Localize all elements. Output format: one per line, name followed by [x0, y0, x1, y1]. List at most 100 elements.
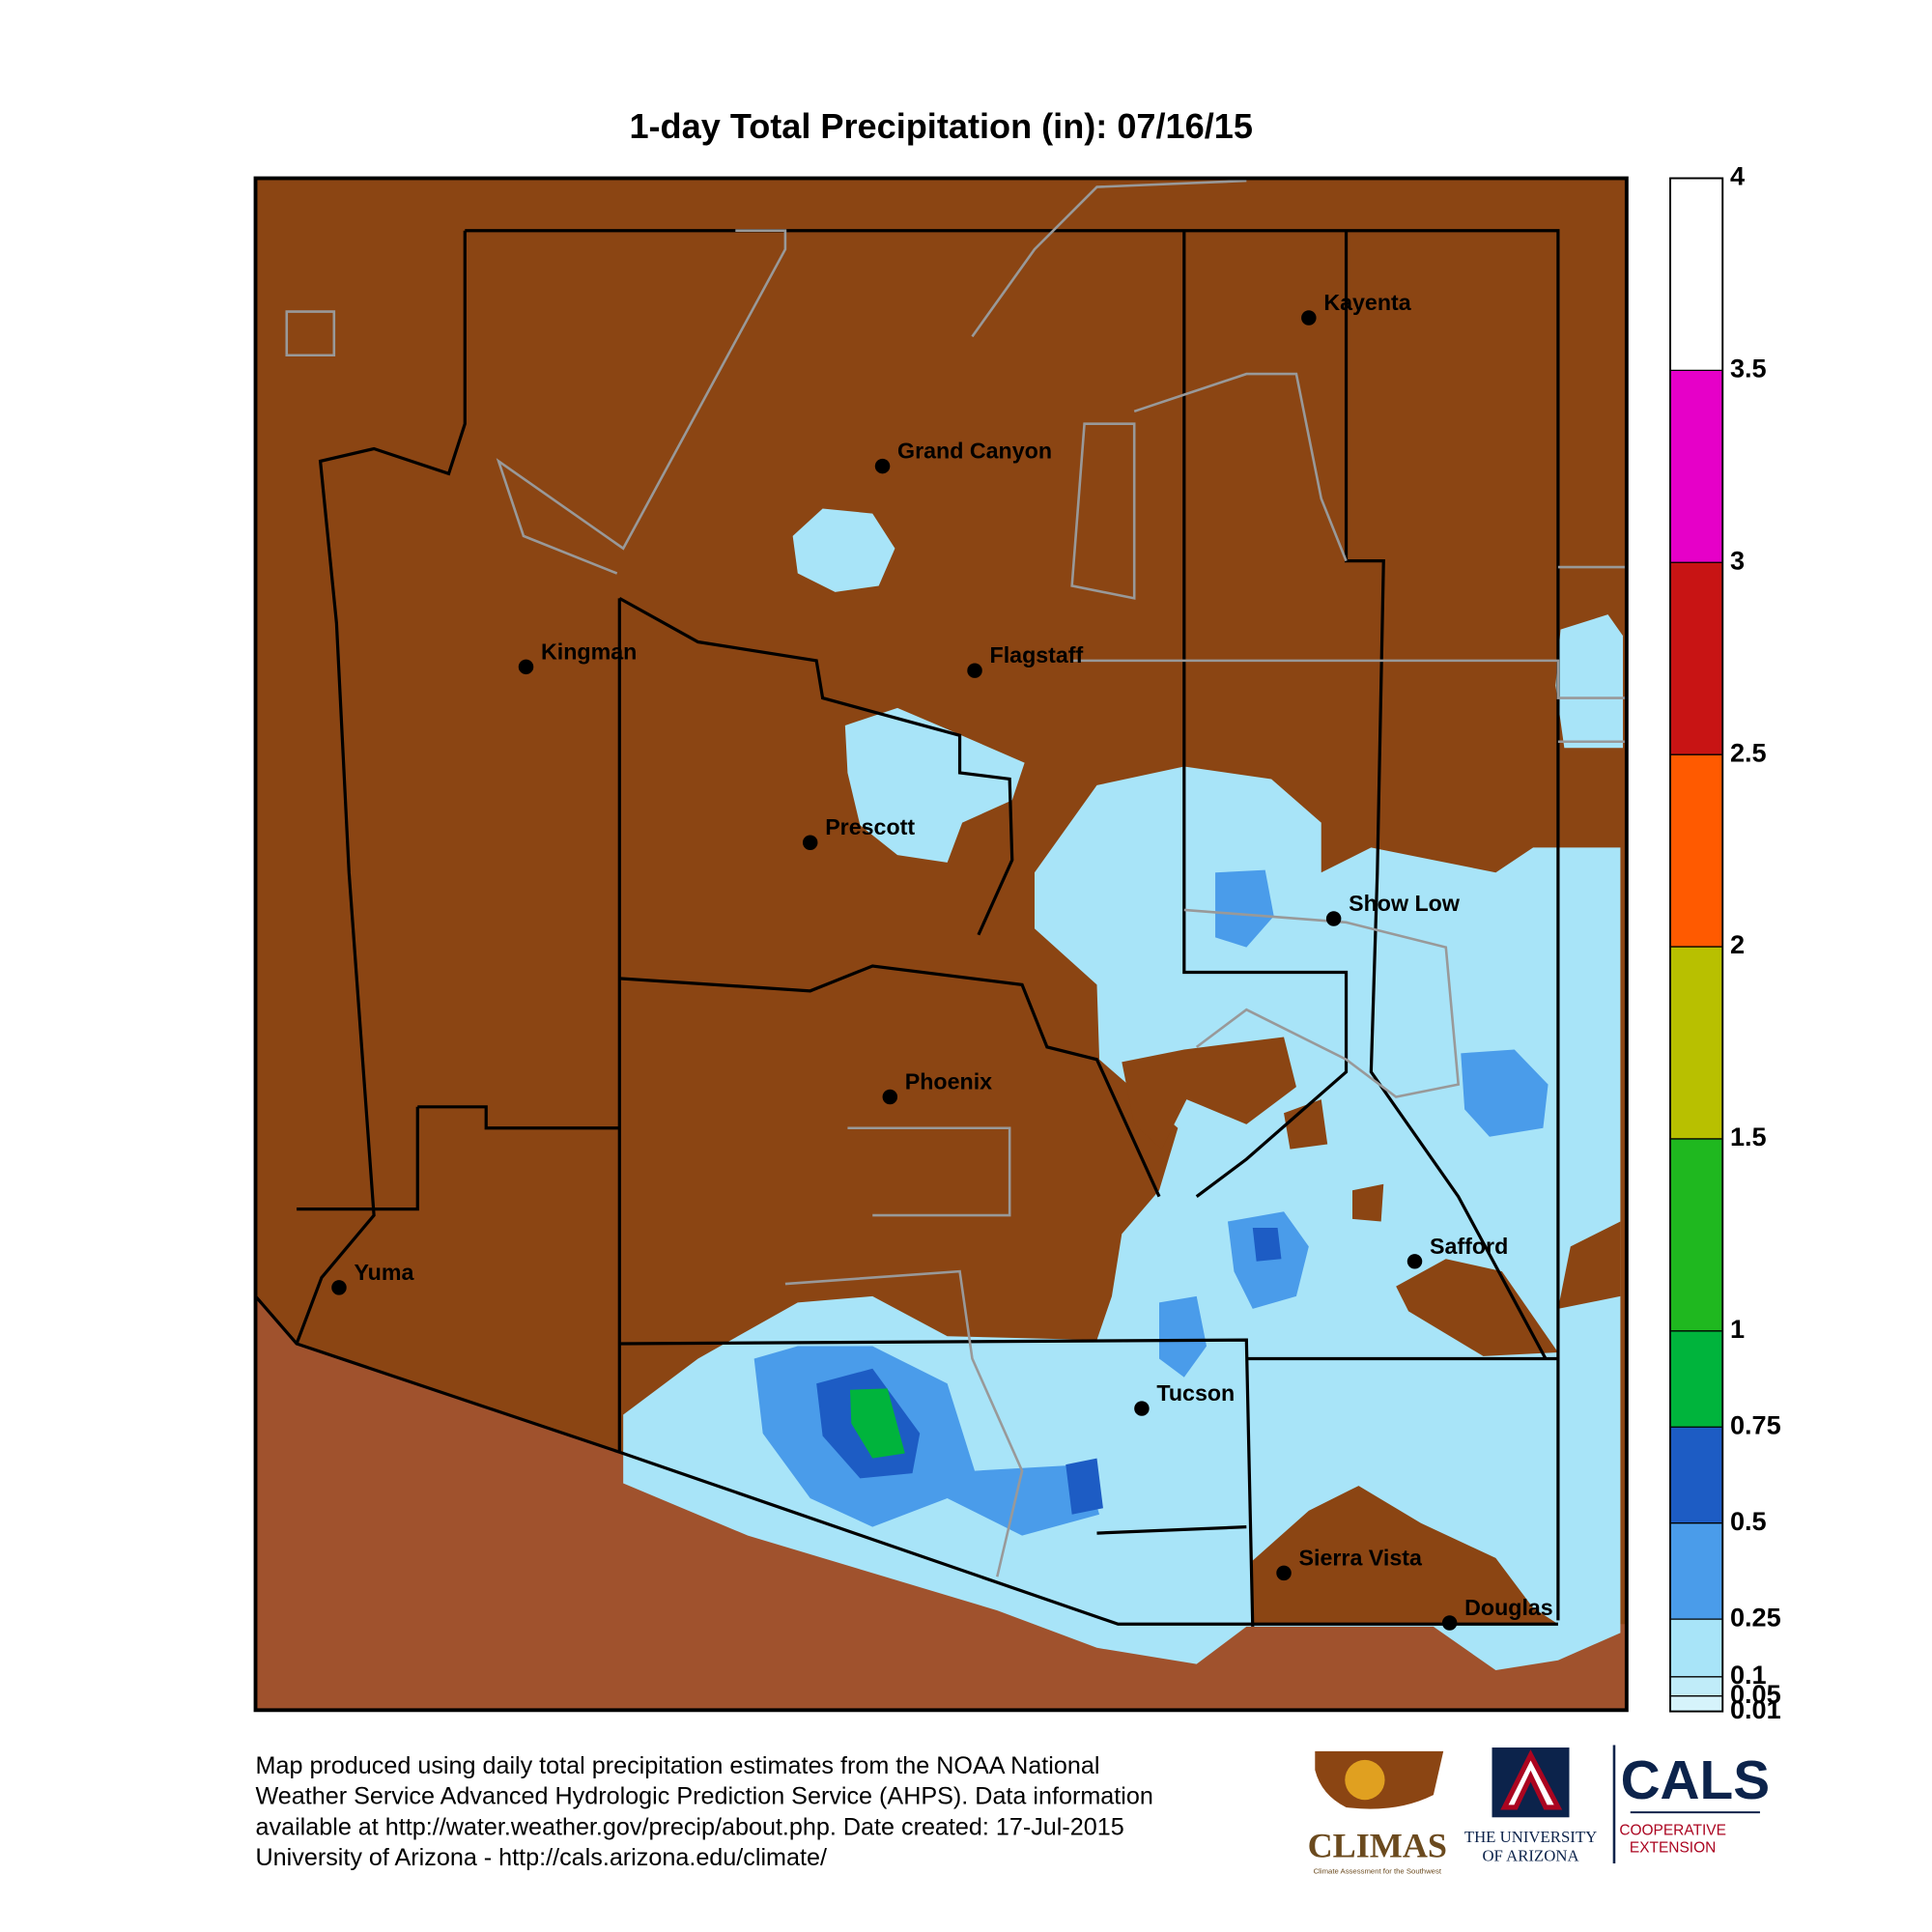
boundary-line [619, 964, 1161, 1198]
boundary-line [297, 1106, 419, 1211]
reservation-line [496, 229, 787, 575]
cals-line2: EXTENSION [1630, 1839, 1716, 1856]
boundary-line [1096, 1525, 1247, 1535]
footer-line: Map produced using daily total precipita… [256, 1752, 1100, 1779]
city-label: Grand Canyon [897, 439, 1052, 464]
colorbar: 0.010.050.1 0.25 0.5 0.75 1 1.5 2 2.5 3 3.5 4 [1669, 161, 1781, 1724]
climas-sun [1345, 1759, 1385, 1801]
climas-tagline: Climate Assessment for the Southwest [1314, 1866, 1442, 1875]
cals-name: CALS [1621, 1750, 1771, 1811]
city-marker [1325, 911, 1342, 926]
colorbar-tick-label: 0.1 [1730, 1660, 1767, 1690]
dry-area [1352, 1183, 1384, 1222]
colorbar-swatch [1670, 178, 1723, 371]
colorbar-swatch [1670, 1138, 1723, 1331]
city-marker [1441, 1615, 1458, 1631]
city-marker [1276, 1565, 1292, 1581]
city-label: Show Low [1349, 891, 1461, 916]
cals-line1: COOPERATIVE [1619, 1822, 1726, 1838]
ua-logo-a [1500, 1749, 1563, 1810]
city-marker [882, 1089, 898, 1105]
map-frame [253, 176, 1629, 1713]
precip-area [1159, 1295, 1208, 1378]
colorbar-tick-label: 0.75 [1730, 1409, 1781, 1439]
colorbar-swatch [1670, 1427, 1723, 1523]
boundary-line [465, 229, 1560, 1621]
dry-area [1284, 1099, 1328, 1150]
climas-name: CLIMAS [1308, 1827, 1447, 1865]
city-marker [802, 835, 818, 850]
colorbar-tick-label: 0.25 [1730, 1602, 1781, 1632]
city-label: Prescott [825, 814, 915, 839]
colorbar-border [1669, 177, 1724, 1713]
footer: Map produced using daily total precipita… [256, 1752, 1153, 1871]
boundary-line [255, 1294, 1558, 1626]
city-label: Phoenix [905, 1068, 992, 1094]
precip-area [1215, 869, 1274, 948]
colorbar-swatch [1670, 1330, 1723, 1428]
precip-area [850, 1388, 905, 1459]
reservation-line [847, 1126, 1011, 1217]
city-label: Kayenta [1323, 290, 1411, 315]
reservation-line [1183, 908, 1461, 1098]
dry-area [1122, 1037, 1296, 1150]
logos: CLIMAS Climate Assessment for the Southw… [1308, 1745, 1771, 1875]
colorbar-tick-label: 0.05 [1730, 1679, 1781, 1709]
colorbar-tick-label: 0.01 [1730, 1694, 1781, 1724]
city-label: Sierra Vista [1299, 1545, 1423, 1570]
ua-line2: OF ARIZONA [1482, 1846, 1578, 1864]
boundary-line [618, 596, 1014, 936]
dry-area [1396, 1259, 1558, 1356]
colorbar-tick-label: 3 [1730, 545, 1745, 575]
footer-line: University of Arizona - http://cals.ariz… [256, 1844, 827, 1871]
boundary-line [619, 1338, 1255, 1627]
dry-area [1252, 1486, 1558, 1625]
dry-area [1557, 1221, 1621, 1309]
reservation-line [285, 310, 336, 357]
map-area: Kayenta Grand Canyon Kingman Flagstaff Presc… [255, 178, 1627, 1711]
precip-area [1252, 1227, 1282, 1262]
boundary-line [417, 1105, 620, 1130]
city-marker [518, 659, 534, 675]
city-marker [331, 1280, 347, 1295]
colorbar-tick-label: 1 [1730, 1314, 1745, 1344]
precip-area [1461, 1049, 1548, 1137]
reservation-line [784, 1269, 1024, 1577]
precip-area [844, 707, 1025, 863]
precip-area [1555, 614, 1623, 749]
city-label: Douglas [1464, 1595, 1553, 1620]
footer-line: available at http://water.weather.gov/pr… [256, 1813, 1124, 1840]
city-label: Safford [1430, 1234, 1508, 1259]
reservation-line [971, 179, 1247, 338]
city-label: Tucson [1156, 1380, 1235, 1406]
city-marker [967, 663, 982, 678]
colorbar-tick-label: 2.5 [1730, 737, 1767, 767]
city-marker [1406, 1254, 1423, 1269]
city-label: Flagstaff [990, 642, 1084, 668]
reservation-line [1133, 372, 1348, 562]
reservation-line [1070, 422, 1136, 600]
precip-area [1065, 1458, 1103, 1515]
mexico [255, 1295, 1627, 1711]
colorbar-tick-label: 0.5 [1730, 1506, 1767, 1536]
ua-line1: THE UNIVERSITY [1464, 1828, 1597, 1846]
city-marker [874, 458, 891, 474]
reservation-line [1071, 659, 1627, 699]
boundary-line [1182, 230, 1349, 1198]
boundary-line [295, 230, 467, 1345]
city-label: Kingman [541, 639, 637, 664]
precip-area [792, 508, 895, 592]
colorbar-swatch [1670, 562, 1723, 755]
colorbar-tick-label: 4 [1730, 161, 1745, 191]
colorbar-tick-label: 2 [1730, 929, 1745, 959]
colorbar-swatch [1670, 754, 1723, 948]
colorbar-tick-label: 1.5 [1730, 1122, 1767, 1151]
footer-line: Weather Service Advanced Hydrologic Pred… [256, 1783, 1153, 1810]
colorbar-swatch [1670, 370, 1723, 563]
city-label: Yuma [354, 1260, 414, 1285]
colorbar-tick-label: 3.5 [1730, 354, 1767, 384]
colorbar-swatch [1670, 1619, 1723, 1677]
colorbar-swatch [1670, 1522, 1723, 1620]
